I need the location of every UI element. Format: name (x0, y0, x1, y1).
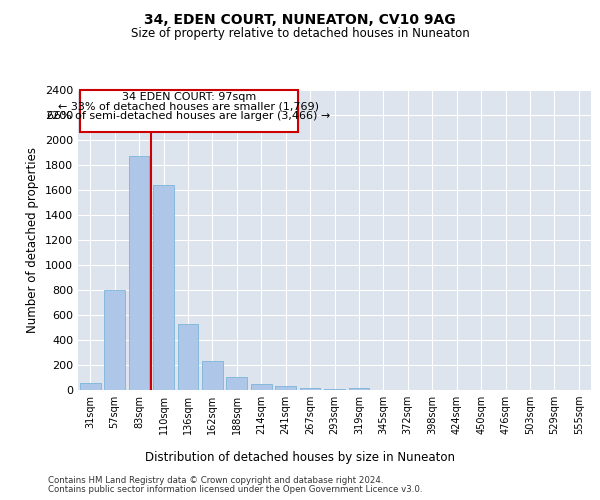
Text: 66% of semi-detached houses are larger (3,466) →: 66% of semi-detached houses are larger (… (47, 110, 331, 120)
Y-axis label: Number of detached properties: Number of detached properties (26, 147, 40, 333)
Text: Distribution of detached houses by size in Nuneaton: Distribution of detached houses by size … (145, 451, 455, 464)
Text: Contains public sector information licensed under the Open Government Licence v3: Contains public sector information licen… (48, 485, 422, 494)
Bar (251, 384, 272, 390)
FancyBboxPatch shape (80, 90, 298, 132)
Bar (349, 388, 370, 390)
Text: 34, EDEN COURT, NUNEATON, CV10 9AG: 34, EDEN COURT, NUNEATON, CV10 9AG (144, 12, 456, 26)
Bar (299, 388, 320, 390)
Bar (128, 156, 149, 390)
Text: ← 33% of detached houses are smaller (1,769): ← 33% of detached houses are smaller (1,… (58, 101, 319, 112)
Text: Contains HM Land Registry data © Crown copyright and database right 2024.: Contains HM Land Registry data © Crown c… (48, 476, 383, 485)
Bar (178, 324, 199, 390)
Bar (226, 377, 247, 390)
Bar (104, 290, 125, 390)
Text: 34 EDEN COURT: 97sqm: 34 EDEN COURT: 97sqm (122, 92, 256, 102)
Bar (202, 360, 223, 390)
Text: Size of property relative to detached houses in Nuneaton: Size of property relative to detached ho… (131, 28, 469, 40)
Bar (153, 185, 174, 390)
Bar (275, 386, 296, 390)
Bar (80, 383, 101, 390)
